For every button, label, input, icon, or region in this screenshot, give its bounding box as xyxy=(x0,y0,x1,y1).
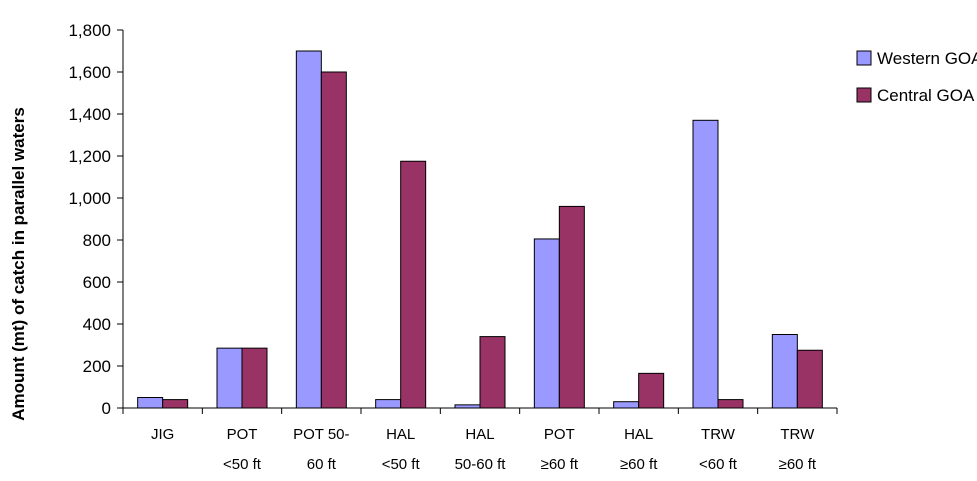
bar-western-1 xyxy=(216,347,243,409)
x-category-label: POT <50 ft xyxy=(223,426,262,473)
axes xyxy=(122,30,838,414)
x-category-label: TRW <60 ft xyxy=(699,426,738,473)
x-category-label: POT ≥60 ft xyxy=(541,426,579,473)
y-ticks: 0 200 400 600 800 1,000 1,200 1,400 1,600 1,800 xyxy=(68,21,123,418)
y-tick-label: 200 xyxy=(83,357,111,376)
y-tick-label: 0 xyxy=(102,399,111,418)
x-category-label: JIG xyxy=(151,426,174,443)
y-tick-label: 1,600 xyxy=(68,63,111,82)
bar-western-6 xyxy=(613,401,640,409)
x-labels: JIG POT <50 ft POT 50-60 ft HAL <50 ft HAL 50-6… xyxy=(151,426,817,473)
bar-central-6 xyxy=(638,372,665,409)
legend-swatch xyxy=(856,50,872,66)
bar-central-2 xyxy=(320,71,347,409)
bar-central-1 xyxy=(241,347,268,409)
y-axis-title: Amount (mt) of catch in parallel waters xyxy=(9,107,28,421)
y-tick-label: 1,000 xyxy=(68,189,111,208)
x-category-label: TRW ≥60 ft xyxy=(779,426,817,473)
bar-central-0 xyxy=(162,399,189,409)
legend-label: Western GOA xyxy=(877,49,977,68)
bar-western-5 xyxy=(533,238,560,409)
bar-central-7 xyxy=(717,399,744,409)
legend: Western GOA Central GOA xyxy=(856,49,977,105)
legend-label: Central GOA xyxy=(877,86,975,105)
y-tick-label: 1,800 xyxy=(68,21,111,40)
bar-western-2 xyxy=(295,50,322,409)
y-tick-label: 1,400 xyxy=(68,105,111,124)
y-tick-label: 1,200 xyxy=(68,147,111,166)
bar-central-3 xyxy=(400,160,427,409)
y-tick-label: 600 xyxy=(83,273,111,292)
bar-western-3 xyxy=(375,399,402,409)
x-category-label: HAL 50-60 ft xyxy=(455,426,507,473)
y-tick-label: 800 xyxy=(83,231,111,250)
x-category-label: HAL ≥60 ft xyxy=(620,426,658,473)
bar-central-4 xyxy=(479,336,506,409)
bar-central-8 xyxy=(796,349,823,409)
bar-western-0 xyxy=(137,397,164,409)
legend-swatch xyxy=(856,87,872,103)
bars xyxy=(137,50,823,409)
bar-western-7 xyxy=(692,119,719,409)
x-category-label: HAL <50 ft xyxy=(382,426,421,473)
bar-central-5 xyxy=(558,205,585,409)
y-axis-title-group: Amount (mt) of catch in parallel waters xyxy=(9,107,28,421)
bar-western-8 xyxy=(771,334,798,409)
y-tick-label: 400 xyxy=(83,315,111,334)
x-category-label: POT 50-60 ft xyxy=(293,426,349,473)
